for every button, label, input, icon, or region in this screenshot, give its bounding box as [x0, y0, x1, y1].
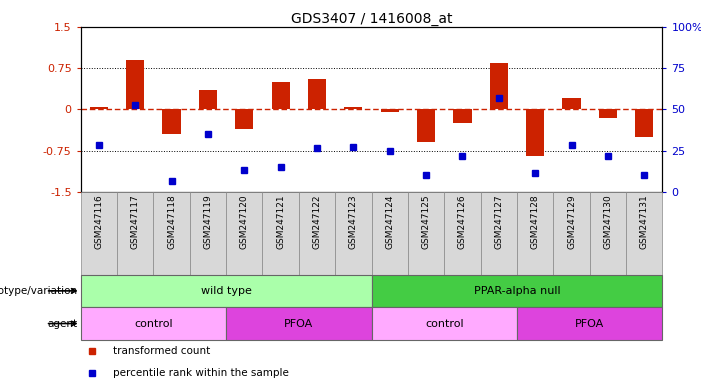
Text: GSM247123: GSM247123: [349, 194, 358, 249]
Bar: [517, 307, 662, 340]
Bar: [226, 192, 262, 275]
Text: transformed count: transformed count: [113, 346, 210, 356]
Text: GSM247127: GSM247127: [494, 194, 503, 249]
Text: GSM247120: GSM247120: [240, 194, 249, 249]
Text: genotype/variation: genotype/variation: [0, 286, 77, 296]
Text: GSM247125: GSM247125: [421, 194, 430, 249]
Text: GSM247129: GSM247129: [567, 194, 576, 249]
Bar: [190, 192, 226, 275]
Text: GSM247118: GSM247118: [167, 194, 176, 249]
Bar: [381, 109, 399, 112]
Text: PFOA: PFOA: [284, 318, 313, 329]
Bar: [626, 192, 662, 275]
Bar: [308, 79, 326, 109]
Bar: [344, 107, 362, 109]
Bar: [562, 98, 580, 109]
Text: percentile rank within the sample: percentile rank within the sample: [113, 368, 289, 378]
Bar: [590, 192, 626, 275]
Text: PPAR-alpha null: PPAR-alpha null: [474, 286, 560, 296]
Text: GSM247121: GSM247121: [276, 194, 285, 249]
Text: GSM247128: GSM247128: [531, 194, 540, 249]
Text: GSM247122: GSM247122: [313, 194, 322, 249]
Bar: [81, 275, 372, 307]
Bar: [335, 192, 372, 275]
Bar: [117, 192, 154, 275]
Text: GSM247126: GSM247126: [458, 194, 467, 249]
Bar: [372, 275, 662, 307]
Bar: [299, 192, 335, 275]
Bar: [163, 109, 181, 134]
Bar: [226, 307, 372, 340]
Text: GSM247119: GSM247119: [203, 194, 212, 249]
Bar: [271, 82, 290, 109]
Bar: [408, 192, 444, 275]
Bar: [490, 63, 508, 109]
Bar: [262, 192, 299, 275]
Text: GSM247116: GSM247116: [95, 194, 103, 249]
Text: wild type: wild type: [200, 286, 252, 296]
Bar: [154, 192, 190, 275]
Bar: [635, 109, 653, 137]
Text: GSM247130: GSM247130: [604, 194, 613, 249]
Bar: [81, 192, 117, 275]
Bar: [517, 192, 553, 275]
Text: control: control: [425, 318, 463, 329]
Bar: [372, 307, 517, 340]
Bar: [126, 60, 144, 109]
Bar: [454, 109, 472, 123]
Bar: [81, 307, 226, 340]
Bar: [235, 109, 253, 129]
Bar: [526, 109, 544, 156]
Text: agent: agent: [47, 318, 77, 329]
Bar: [372, 192, 408, 275]
Text: GSM247117: GSM247117: [130, 194, 139, 249]
Text: GSM247131: GSM247131: [640, 194, 648, 249]
Text: control: control: [134, 318, 172, 329]
Bar: [553, 192, 590, 275]
Bar: [199, 90, 217, 109]
Title: GDS3407 / 1416008_at: GDS3407 / 1416008_at: [291, 12, 452, 26]
Bar: [90, 107, 108, 109]
Text: GSM247124: GSM247124: [386, 194, 394, 249]
Bar: [481, 192, 517, 275]
Text: PFOA: PFOA: [575, 318, 604, 329]
Bar: [444, 192, 481, 275]
Bar: [599, 109, 617, 118]
Bar: [417, 109, 435, 142]
